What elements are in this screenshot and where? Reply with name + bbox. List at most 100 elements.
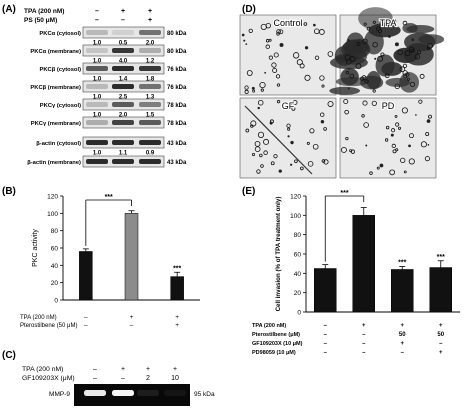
panel-e-condition-mark: + [439,323,443,329]
panel-a-quant-value: 1.0 [93,59,102,65]
panel-d-pore [366,26,371,31]
panel-d-cell [304,46,309,50]
panel-d-pore [410,48,414,53]
panel-a-mw-label: 80 kDa [167,49,187,55]
panel-d-pore [371,100,377,106]
panel-d-cell [257,106,260,110]
panel-d-pore [404,50,411,57]
panel-a-band [86,140,108,145]
panel-d-cell [290,140,294,145]
panel-c-band [112,390,134,396]
panel-d-pore [397,126,402,130]
panel-e-y-tick-label: 100 [290,213,301,220]
panel-c-band [84,390,106,396]
panel-e-y-tick-label: 20 [294,290,302,297]
panel-e-bar [429,267,452,313]
panel-d-pore [355,63,362,70]
panel-d-cell-cluster [385,77,411,87]
panel-e-bar [391,269,414,313]
panel-d-pore [292,100,298,105]
panel-b-y-tick-label: 100 [47,211,58,218]
panel-d-pore [362,100,368,106]
panel-d-pore [286,123,291,128]
panel-d-pore [418,99,423,104]
panel-d-cell [415,114,417,116]
panel-a-band [139,66,161,71]
panel-b-y-tick-label: 120 [47,194,58,201]
panel-d-cell-cluster [381,62,403,76]
panel-d-cell [251,86,255,90]
panel-b-condition-mark: + [175,322,179,329]
panel-d-pore [250,124,254,128]
panel-b-condition-mark: – [84,314,88,321]
panel-d-cell [290,163,293,166]
panel-a-treatment-mark: – [95,17,99,24]
panel-d-pore [372,20,376,24]
panel-d-pore [299,63,305,69]
panel-e-condition-mark: – [324,323,328,329]
panel-d-pore [321,159,326,163]
panel-d-pore [384,138,389,142]
panel-d-pore [244,85,249,90]
panel-d-pore [380,52,385,57]
panel-a-band [86,84,108,89]
panel-d-pore [273,154,278,159]
panel-a-quant-value: 1.0 [93,41,102,47]
panel-a-quant-value: 1.0 [93,113,102,119]
panel-d-membrane-scratch [244,105,313,175]
panel-a-blot-label: PKCα (cytosol) [39,31,81,37]
panel-a-blot-label: PKCβ (membrane) [30,85,81,91]
panel-d-cell [390,133,394,137]
panel-d-micrograph-label: Control [273,18,302,28]
panel-d-cell [243,39,246,42]
panel-c-letter: (C) [2,350,16,361]
panel-a-blot-label: β-actin (cytosol) [36,141,81,147]
panel-a-quant-value: 2.0 [146,41,155,47]
panel-d-cell [365,144,368,147]
panel-d-pore [419,73,425,79]
panel-c-treatment-mark: 2 [146,375,150,382]
panel-c-blot-label: MMP-9 [49,391,70,398]
panel-d-pore [276,100,281,104]
panel-b-bar [79,251,93,301]
panel-d-pore [417,50,422,55]
panel-a-band [139,48,161,53]
panel-d-pore [356,41,361,46]
panel-d-pore [409,133,414,139]
panel-c-treatment-mark: + [121,366,125,373]
panel-d-cell [411,38,415,42]
panel-d-cell-cluster [330,56,368,70]
panel-d-pore [362,38,368,44]
panel-d-pore [327,100,334,107]
panel-d-pore [424,156,430,162]
panel-a-band [86,120,108,125]
panel-a-band [112,120,134,125]
panel-a-band [112,102,134,107]
panel-d-cell-cluster [364,29,384,55]
panel-d-pore [303,22,308,26]
panel-c-treatment-label: TPA (200 nM) [22,366,63,373]
panel-d-pore [428,114,432,119]
panel-d-pore [300,166,304,171]
panel-d-pore [251,152,256,157]
panel-d-cell [320,120,325,124]
panel-e-condition-mark: – [439,341,443,347]
panel-a-blot-label: β-actin (membrane) [27,160,81,166]
panel-d-cell-cluster [343,39,369,55]
panel-d-pore [401,107,408,114]
panel-d-pore [408,46,415,53]
panel-d-pore [394,115,398,118]
panel-d-pore [345,70,350,75]
panel-c-band [137,390,159,396]
panel-d-pore [400,157,406,164]
panel-d-pore [257,100,264,106]
panel-a-treatment-mark: + [148,17,152,24]
panel-d-pore [294,159,298,164]
panel-a-quant-value: 1.3 [146,95,155,101]
panel-d-pore [291,106,296,111]
panel-d-pore [426,47,431,51]
panel-b-condition-label: Pterostilbene (50 μM) [20,323,77,329]
panel-a-band [139,159,161,164]
panel-e-letter: (E) [242,186,255,197]
